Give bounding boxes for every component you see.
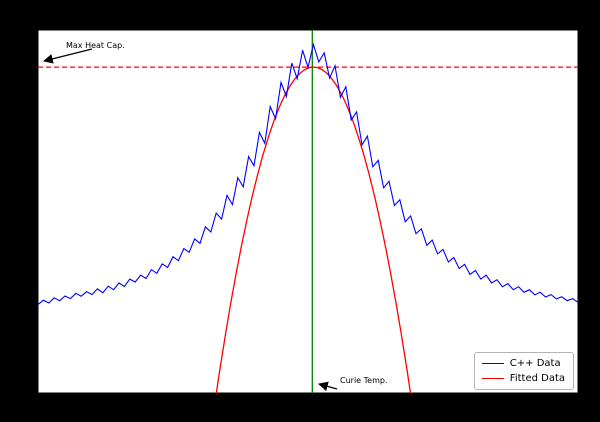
fitted-data-curve [215,66,412,393]
curie-temp-annotation: Curie Temp. [340,376,388,385]
fitted-data-line-swatch-icon [481,378,504,379]
legend-item-fitted-data: Fitted Data [481,373,565,384]
legend-label: C++ Data [509,358,561,369]
legend-label: Fitted Data [509,373,565,384]
max-heat-cap-arrow-icon [43,48,93,64]
legend: C++ Data Fitted Data [473,352,574,390]
plot-area [37,29,579,394]
cpp-data-line-swatch-icon [481,363,504,364]
curie-temp-arrow-icon [318,381,338,392]
legend-item-cpp-data: C++ Data [481,358,565,369]
cpp-data-curve [38,42,578,306]
max-heat-cap-annotation: Max Heat Cap. [66,41,125,50]
